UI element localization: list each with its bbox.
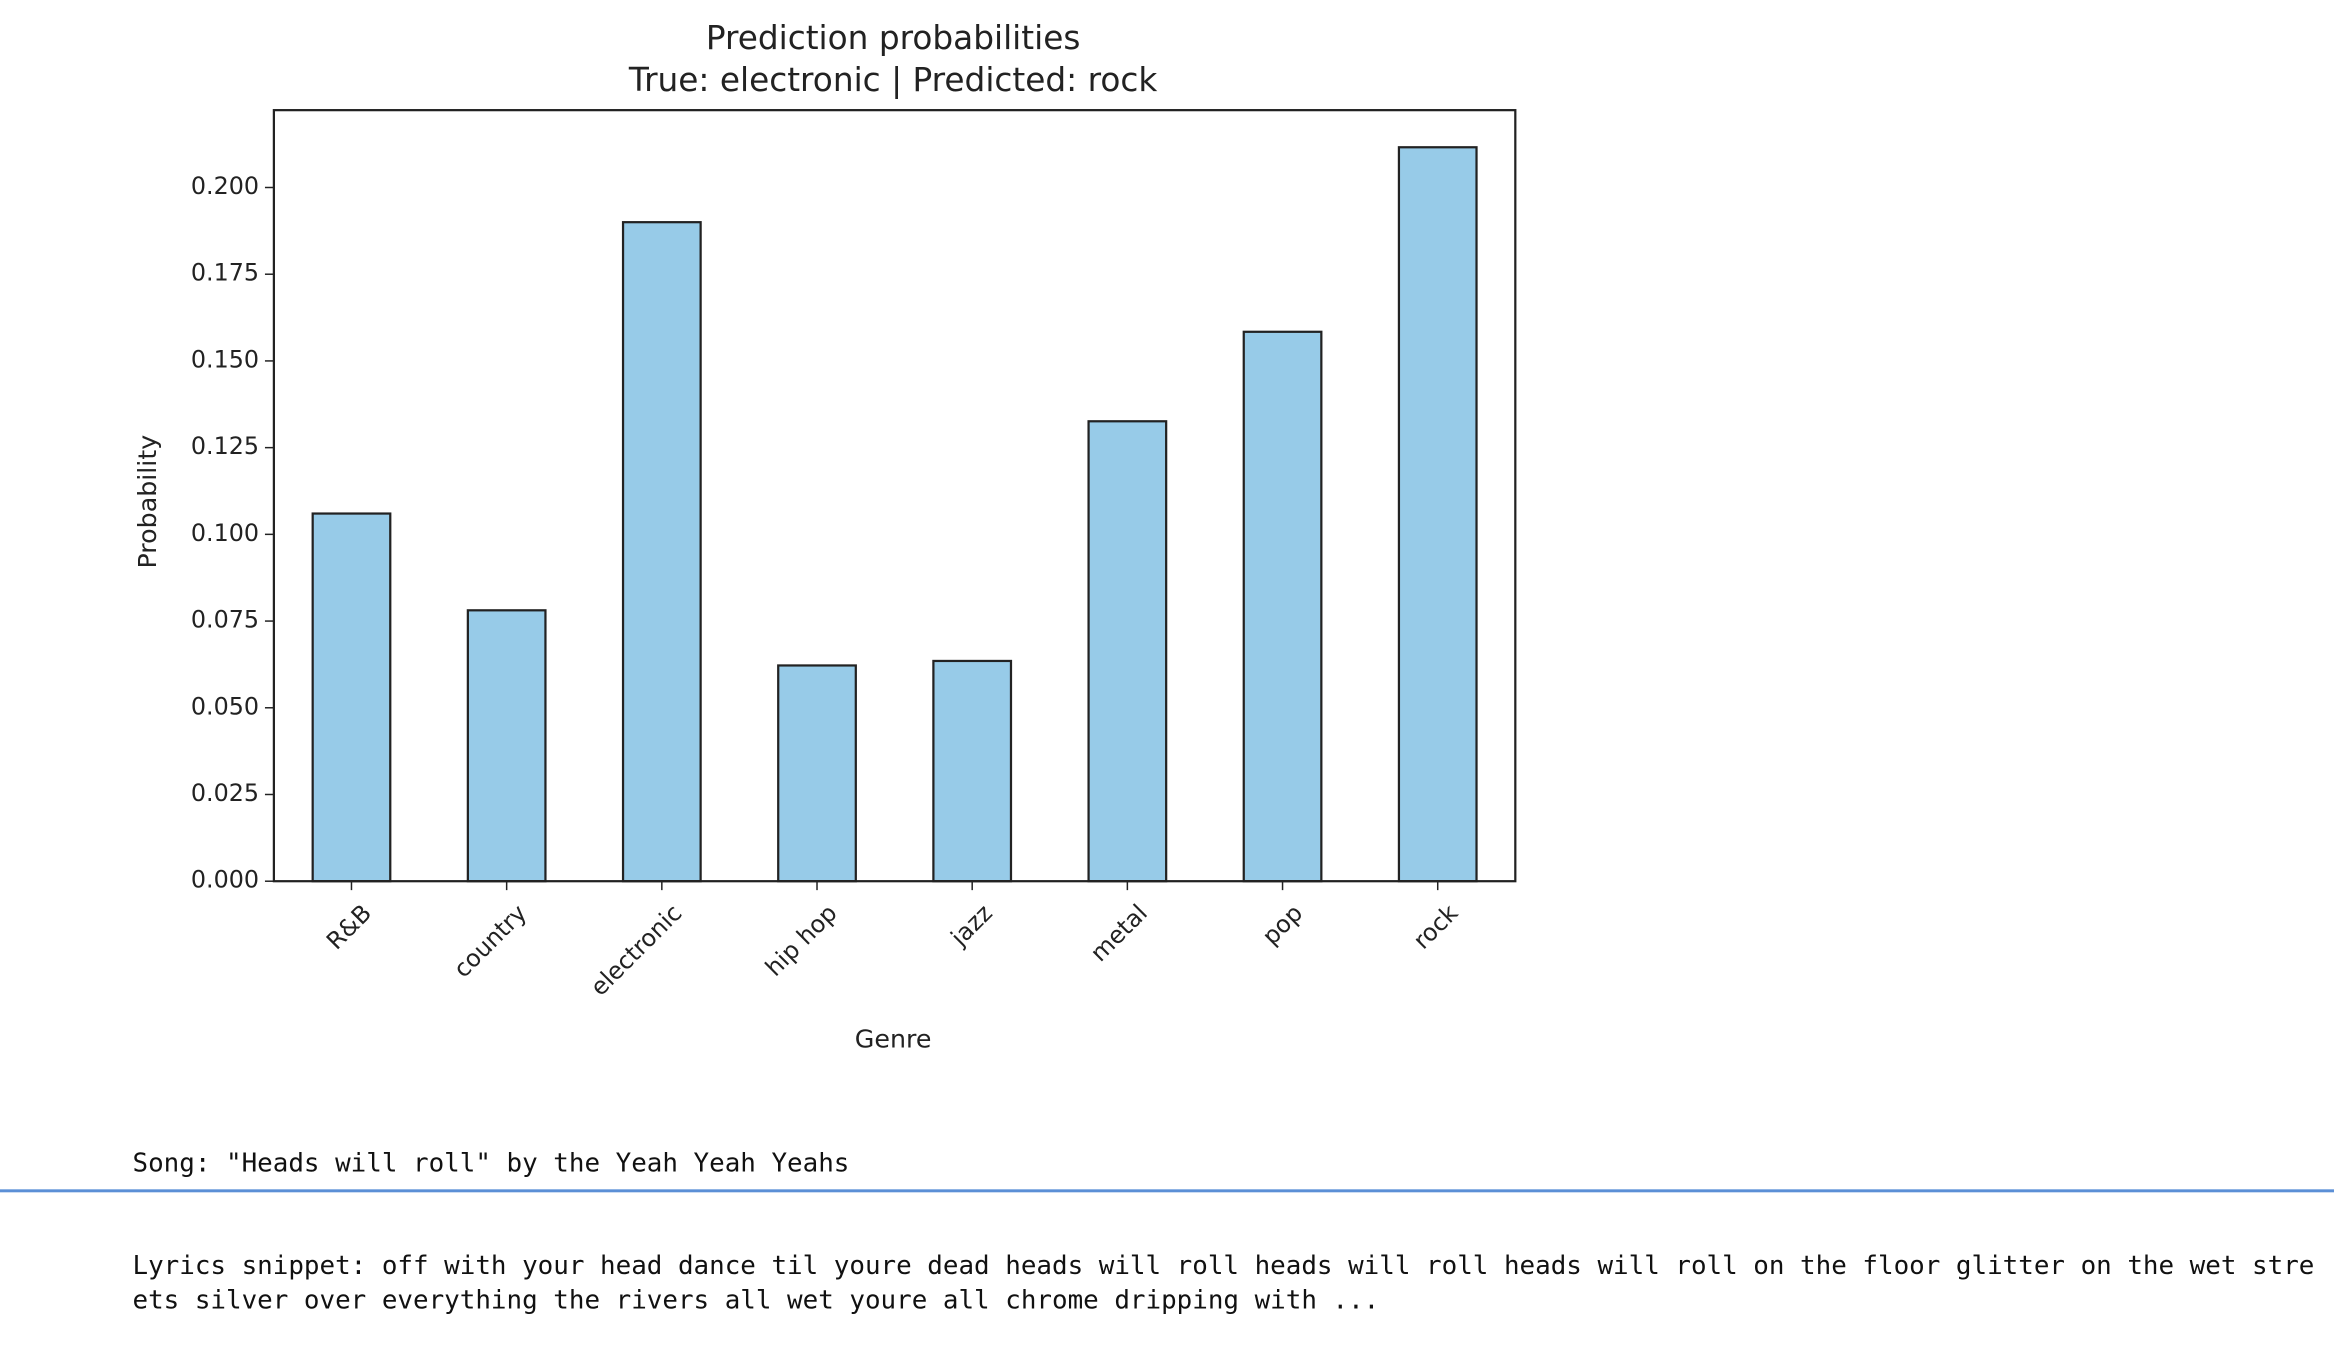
chart-title: Prediction probabilities <box>706 19 1081 57</box>
bar <box>932 659 1013 883</box>
x-tick-label: R&B <box>321 899 377 955</box>
y-tick-label: 0.025 <box>191 779 259 807</box>
x-tick-label: metal <box>1085 899 1153 967</box>
lyrics-line: Lyrics snippet: off with your head dance… <box>132 1251 2315 1316</box>
y-tick-label: 0.100 <box>191 519 259 547</box>
x-tick-label: country <box>448 899 532 983</box>
song-line: Song: "Heads will roll" by the Yeah Yeah… <box>132 1149 850 1179</box>
y-tick-label: 0.125 <box>191 432 259 460</box>
y-tick-label: 0.200 <box>191 172 259 200</box>
plot-frame <box>272 109 1517 883</box>
stage: Prediction probabilities True: electroni… <box>0 19 2334 1316</box>
output-text: Song: "Heads will roll" by the Yeah Yeah… <box>132 1079 2317 1353</box>
x-tick-label: hip hop <box>760 899 843 982</box>
bar <box>621 221 702 883</box>
cell-border <box>0 1189 2334 1193</box>
x-tick-label: jazz <box>945 899 998 952</box>
y-tick-label: 0.150 <box>191 345 259 373</box>
page: {"chart_data": {"type": "bar", "title": … <box>0 19 2334 1316</box>
bar <box>777 664 857 883</box>
chart-subtitle: True: electronic | Predicted: rock <box>628 61 1157 99</box>
y-tick-label: 0.075 <box>191 606 259 634</box>
bar <box>311 512 392 883</box>
y-tick-label: 0.175 <box>191 259 259 287</box>
x-tick-label: rock <box>1408 899 1464 955</box>
y-axis-label: Probability <box>133 435 162 569</box>
x-axis-label: Genre <box>855 1024 932 1053</box>
y-tick-label: 0.050 <box>191 692 259 720</box>
bar <box>1397 146 1478 883</box>
bar <box>1242 330 1323 883</box>
bar <box>466 609 547 883</box>
y-tick-label: 0.000 <box>191 866 259 894</box>
bar <box>1087 420 1168 883</box>
x-tick-label: electronic <box>585 899 687 1001</box>
x-tick-label: pop <box>1257 899 1308 950</box>
chart: Prediction probabilities True: electroni… <box>133 19 1517 1053</box>
